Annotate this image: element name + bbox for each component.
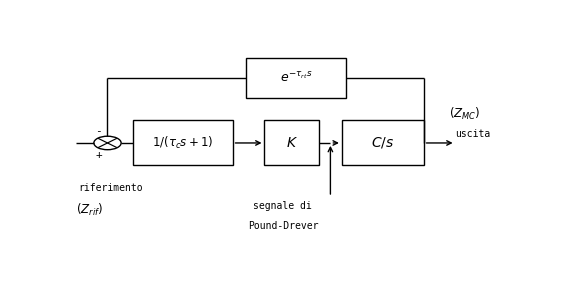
Text: $1/(\tau_c s+1)$: $1/(\tau_c s+1)$	[152, 135, 213, 151]
Text: uscita: uscita	[456, 129, 491, 139]
Bar	[342, 121, 424, 166]
Text: segnale di: segnale di	[253, 201, 312, 211]
Bar	[265, 121, 319, 166]
Text: $K$: $K$	[286, 136, 298, 150]
Text: riferimento: riferimento	[78, 183, 143, 193]
Text: $(Z_{rif})$: $(Z_{rif})$	[76, 202, 103, 218]
Text: $C/s$: $C/s$	[371, 135, 394, 150]
Text: $(Z_{MC})$: $(Z_{MC})$	[448, 106, 480, 122]
Bar	[247, 58, 346, 98]
Text: Pound-Drever: Pound-Drever	[248, 221, 319, 231]
Text: -: -	[96, 126, 102, 135]
Text: $e^{-\tau_{rt}s}$: $e^{-\tau_{rt}s}$	[280, 71, 312, 85]
Bar	[133, 121, 232, 166]
Text: +: +	[96, 150, 102, 160]
